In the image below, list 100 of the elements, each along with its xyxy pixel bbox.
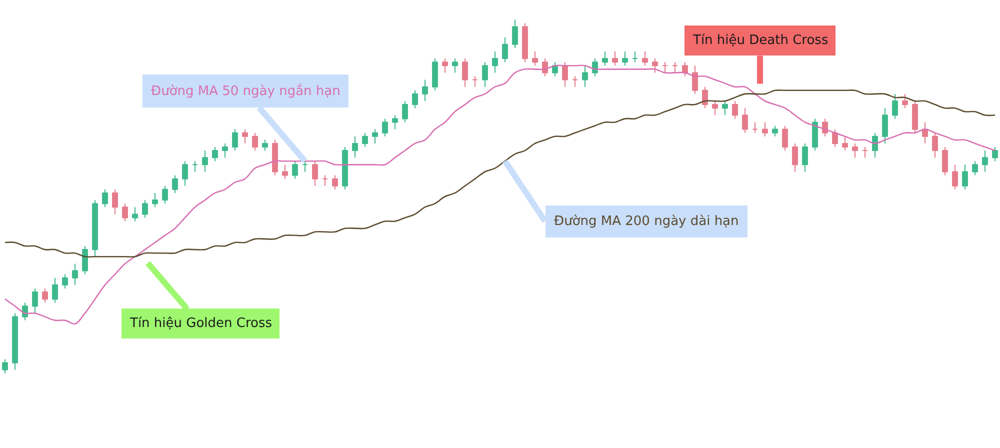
candlestick: [102, 188, 108, 208]
candlestick: [822, 118, 828, 137]
candlestick: [912, 100, 918, 134]
text: Đường MA 50 ngày ngắn hạn: [151, 83, 340, 99]
candlestick: [932, 132, 938, 158]
candlestick: [572, 76, 578, 88]
candlestick: [992, 146, 998, 162]
candlestick: [732, 100, 738, 120]
candlestick: [322, 174, 328, 186]
candlestick: [472, 76, 478, 88]
candlestick: [712, 100, 718, 116]
candlestick: [262, 139, 268, 152]
candlestick: [762, 122, 768, 137]
candlestick: [332, 174, 338, 190]
candlestick: [752, 122, 758, 134]
candlestick: [302, 160, 308, 172]
candlestick: [722, 100, 728, 116]
candlestick: [802, 142, 808, 172]
candlestick: [232, 128, 238, 152]
candlestick: [432, 58, 438, 91]
candlestick: [872, 132, 878, 158]
candlestick: [532, 50, 538, 66]
candlestick: [852, 142, 858, 158]
candlestick: [52, 277, 58, 304]
text: Đường MA 200 ngày dài hạn: [554, 214, 739, 229]
candlestick: [982, 150, 988, 172]
candlestick: [952, 164, 958, 190]
candlestick: [362, 132, 368, 148]
candlestick: [12, 312, 18, 370]
candlestick: [342, 146, 348, 190]
candlestick: [642, 50, 648, 66]
candlestick: [112, 188, 118, 215]
candlestick: [192, 160, 198, 172]
annotation: Tín hiệu Death Cross: [692, 33, 828, 48]
candlestick: [62, 274, 68, 289]
candlestick: [442, 58, 448, 74]
candlestick: [882, 108, 888, 144]
candlestick: [142, 200, 148, 218]
candlestick: [152, 192, 158, 208]
candlestick: [32, 288, 38, 314]
annotation: Tín hiệu Golden Cross: [129, 316, 272, 331]
candlestick: [132, 206, 138, 222]
candlestick: [782, 125, 788, 152]
candlestick: [162, 185, 168, 204]
candlestick: [692, 65, 698, 94]
candlestick: [862, 146, 868, 158]
candlestick: [222, 142, 228, 158]
candlestick: [212, 146, 218, 162]
candlestick: [942, 146, 948, 176]
candlestick: [682, 62, 688, 77]
candlestick: [2, 358, 8, 374]
candlestick: [652, 58, 658, 74]
candlestick: [582, 65, 588, 88]
candlestick: [842, 136, 848, 152]
candlestick: [812, 118, 818, 152]
candlestick: [482, 62, 488, 88]
candlestick: [602, 50, 608, 66]
candlestick: [892, 93, 898, 120]
candlestick: [412, 90, 418, 109]
candlestick: [672, 62, 678, 74]
candlestick: [382, 118, 388, 137]
candlestick: [902, 93, 908, 109]
candlestick: [962, 164, 968, 190]
candlestick: [352, 136, 358, 158]
candlestick: [172, 174, 178, 194]
candlestick: [632, 50, 638, 63]
candlestick: [612, 50, 618, 66]
candlestick: [562, 62, 568, 88]
candlestick: [832, 128, 838, 148]
candlestick: [922, 122, 928, 144]
candlestick: [272, 139, 278, 176]
candlestick: [402, 100, 408, 123]
candlestick: [242, 128, 248, 144]
candlestick: [622, 50, 628, 66]
candlestick: [202, 150, 208, 172]
candlestick: [252, 132, 258, 152]
candlestick: [662, 62, 668, 74]
candlestick: [92, 200, 98, 258]
candlestick: [392, 114, 398, 130]
candlestick: [22, 302, 28, 321]
candlestick: [772, 125, 778, 137]
candlestick: [792, 142, 798, 172]
candlestick: [452, 58, 458, 74]
candlestick: [312, 160, 318, 186]
candlestick: [292, 160, 298, 180]
candlestick: [72, 263, 78, 286]
candlestick: [122, 203, 128, 222]
candlestick: [282, 164, 288, 180]
candlestick: [42, 288, 48, 304]
candlestick: [512, 19, 518, 48]
candlestick: [462, 58, 468, 88]
candlestick: [522, 22, 528, 63]
candlestick: [82, 246, 88, 275]
candlestick: [702, 86, 708, 109]
candlestick: [742, 108, 748, 134]
candlestick: [372, 128, 378, 144]
candlestick: [502, 36, 508, 63]
candlestick: [422, 79, 428, 102]
candlestick: [492, 50, 498, 74]
candlestick: [972, 160, 978, 176]
